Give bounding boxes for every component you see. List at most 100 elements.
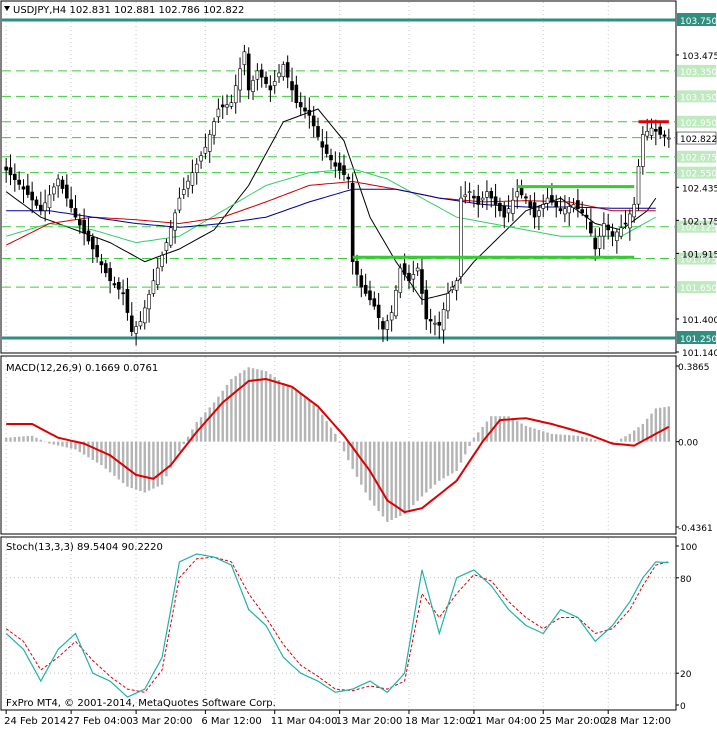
bull-candle[interactable] bbox=[545, 197, 550, 204]
bear-candle[interactable] bbox=[606, 224, 610, 231]
bull-candle[interactable] bbox=[190, 172, 195, 186]
bear-candle[interactable] bbox=[610, 231, 615, 237]
bull-candle[interactable] bbox=[389, 312, 394, 321]
bull-candle[interactable] bbox=[398, 267, 403, 293]
bear-candle[interactable] bbox=[17, 179, 21, 185]
bear-candle[interactable] bbox=[580, 209, 585, 214]
bear-candle[interactable] bbox=[220, 104, 225, 108]
bear-candle[interactable] bbox=[112, 283, 117, 286]
bear-candle[interactable] bbox=[472, 195, 476, 199]
bull-candle[interactable] bbox=[142, 307, 147, 324]
bull-candle[interactable] bbox=[216, 108, 221, 118]
candles-layer[interactable] bbox=[4, 44, 671, 346]
bear-candle[interactable] bbox=[437, 321, 442, 326]
bull-candle[interactable] bbox=[134, 326, 138, 334]
bear-candle[interactable] bbox=[363, 284, 368, 294]
bear-candle[interactable] bbox=[407, 272, 411, 282]
bull-candle[interactable] bbox=[537, 210, 541, 217]
bear-candle[interactable] bbox=[424, 289, 429, 320]
bear-candle[interactable] bbox=[589, 221, 593, 234]
bull-candle[interactable] bbox=[480, 197, 485, 201]
bull-candle[interactable] bbox=[433, 322, 437, 325]
bear-candle[interactable] bbox=[86, 230, 91, 242]
bull-candle[interactable] bbox=[567, 206, 572, 214]
bear-candle[interactable] bbox=[359, 275, 364, 288]
bull-candle[interactable] bbox=[281, 64, 286, 77]
bear-candle[interactable] bbox=[311, 115, 316, 127]
bull-candle[interactable] bbox=[411, 274, 416, 280]
bull-candle[interactable] bbox=[463, 194, 468, 197]
bear-candle[interactable] bbox=[290, 81, 294, 91]
bear-candle[interactable] bbox=[30, 191, 34, 201]
bull-candle[interactable] bbox=[173, 212, 177, 231]
bear-candle[interactable] bbox=[584, 214, 589, 218]
bull-candle[interactable] bbox=[186, 180, 190, 189]
bear-candle[interactable] bbox=[285, 62, 290, 78]
bear-candle[interactable] bbox=[294, 84, 299, 103]
bear-candle[interactable] bbox=[324, 144, 329, 154]
bull-candle[interactable] bbox=[225, 104, 229, 108]
bear-candle[interactable] bbox=[342, 165, 346, 176]
bull-candle[interactable] bbox=[181, 189, 186, 195]
bull-candle[interactable] bbox=[199, 155, 203, 162]
bear-candle[interactable] bbox=[402, 263, 407, 275]
bear-candle[interactable] bbox=[259, 69, 264, 78]
bear-candle[interactable] bbox=[554, 201, 559, 207]
bear-candle[interactable] bbox=[381, 321, 385, 330]
bear-candle[interactable] bbox=[498, 202, 502, 212]
chart-menu-triangle-icon[interactable] bbox=[4, 6, 10, 11]
bear-candle[interactable] bbox=[103, 263, 108, 274]
trend-segments-layer[interactable] bbox=[352, 120, 669, 259]
bull-candle[interactable] bbox=[415, 267, 420, 272]
bear-candle[interactable] bbox=[298, 102, 303, 108]
bull-candle[interactable] bbox=[168, 227, 173, 246]
bear-candle[interactable] bbox=[320, 141, 325, 148]
bear-candle[interactable] bbox=[528, 201, 533, 208]
bear-candle[interactable] bbox=[558, 208, 563, 212]
bull-candle[interactable] bbox=[454, 280, 459, 291]
bear-candle[interactable] bbox=[4, 166, 8, 171]
bull-candle[interactable] bbox=[385, 320, 390, 330]
bear-candle[interactable] bbox=[129, 315, 134, 332]
bull-candle[interactable] bbox=[238, 68, 242, 91]
bear-candle[interactable] bbox=[337, 162, 342, 171]
bull-candle[interactable] bbox=[155, 267, 160, 285]
bull-candle[interactable] bbox=[515, 191, 520, 198]
bear-candle[interactable] bbox=[77, 219, 82, 226]
bull-candle[interactable] bbox=[615, 231, 619, 241]
bear-candle[interactable] bbox=[428, 319, 433, 322]
bear-candle[interactable] bbox=[476, 196, 481, 205]
bull-candle[interactable] bbox=[147, 294, 151, 310]
bear-candle[interactable] bbox=[346, 176, 351, 180]
bear-candle[interactable] bbox=[121, 292, 125, 295]
bear-candle[interactable] bbox=[13, 173, 17, 180]
bear-candle[interactable] bbox=[69, 199, 73, 208]
bull-candle[interactable] bbox=[229, 102, 234, 107]
bull-candle[interactable] bbox=[255, 70, 260, 80]
bull-candle[interactable] bbox=[632, 204, 636, 218]
bear-candle[interactable] bbox=[372, 298, 377, 307]
bear-candle[interactable] bbox=[39, 204, 43, 212]
bull-candle[interactable] bbox=[52, 186, 56, 195]
bear-candle[interactable] bbox=[26, 185, 30, 195]
bull-candle[interactable] bbox=[207, 134, 212, 152]
bear-candle[interactable] bbox=[307, 109, 312, 116]
bull-candle[interactable] bbox=[506, 208, 511, 214]
bear-candle[interactable] bbox=[116, 282, 121, 290]
bear-candle[interactable] bbox=[662, 134, 667, 137]
bear-candle[interactable] bbox=[303, 107, 307, 112]
bear-candle[interactable] bbox=[268, 85, 273, 91]
bear-candle[interactable] bbox=[125, 288, 130, 313]
bear-candle[interactable] bbox=[350, 182, 355, 262]
bear-candle[interactable] bbox=[60, 179, 65, 189]
bear-candle[interactable] bbox=[623, 222, 628, 225]
bear-candle[interactable] bbox=[95, 245, 99, 258]
bull-candle[interactable] bbox=[138, 321, 143, 327]
bear-candle[interactable] bbox=[493, 196, 498, 205]
bear-candle[interactable] bbox=[550, 195, 554, 203]
bull-candle[interactable] bbox=[160, 255, 164, 267]
bull-candle[interactable] bbox=[667, 137, 671, 140]
bear-candle[interactable] bbox=[99, 261, 104, 266]
bear-candle[interactable] bbox=[21, 186, 26, 190]
bear-candle[interactable] bbox=[593, 237, 598, 250]
